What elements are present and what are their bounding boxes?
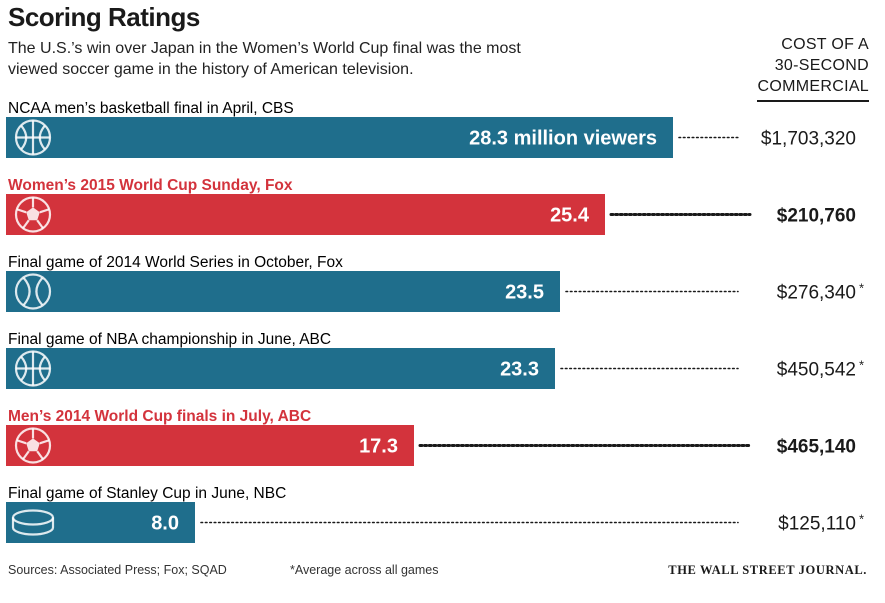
chart-title: Scoring Ratings	[8, 2, 200, 32]
bar	[6, 271, 560, 312]
bar-group: Men’s 2014 World Cup finals in July, ABC…	[6, 408, 856, 466]
bar-group: Women’s 2015 World Cup Sunday, Fox 25.4 $2…	[6, 177, 856, 235]
bar	[6, 348, 555, 389]
cost-header-line-1: COST OF A	[781, 36, 869, 53]
bar-group: Final game of 2014 World Series in Octob…	[6, 254, 864, 312]
category-label: Final game of Stanley Cup in June, NBC	[8, 485, 286, 502]
value-label: 23.3	[500, 359, 539, 381]
category-label: Men’s 2014 World Cup finals in July, ABC	[8, 408, 311, 425]
category-label: Women’s 2015 World Cup Sunday, Fox	[8, 177, 293, 194]
asterisk-mark: *	[859, 512, 864, 527]
bar	[6, 194, 605, 235]
chart-subtitle: The U.S.’s win over Japan in the Women’s…	[8, 40, 521, 78]
cost-label: $125,110	[778, 514, 856, 535]
cost-label: $450,542	[777, 360, 856, 381]
cost-column-header: COST OF A 30-SECOND COMMERCIAL	[669, 34, 869, 102]
cost-label: $1,703,320	[761, 129, 856, 150]
hockey-puck-icon	[11, 509, 55, 536]
cost-header-line-2: 30-SECOND	[774, 57, 869, 74]
bar-group: Final game of NBA championship in June, …	[6, 331, 864, 389]
value-label: 23.5	[505, 282, 544, 304]
cost-label: $210,760	[777, 206, 856, 227]
basketball-icon	[14, 119, 52, 156]
value-label: 25.4	[550, 205, 590, 227]
value-label: 17.3	[359, 436, 398, 458]
asterisk-mark: *	[859, 358, 864, 373]
cost-header-line-3: COMMERCIAL	[757, 78, 869, 95]
bar	[6, 502, 195, 543]
cost-label: $276,340	[777, 283, 856, 304]
category-label: Final game of NBA championship in June, …	[8, 331, 331, 348]
basketball-icon	[14, 350, 52, 387]
bar	[6, 117, 673, 158]
bar-group: NCAA men’s basketball final in April, CB…	[6, 100, 856, 158]
cost-label: $465,140	[777, 437, 856, 458]
baseball-icon	[14, 273, 52, 310]
category-label: Final game of 2014 World Series in Octob…	[8, 254, 343, 271]
bar	[6, 425, 414, 466]
publisher-credit: THE WALL STREET JOURNAL.	[668, 563, 867, 577]
soccer-ball-icon	[14, 196, 52, 233]
bar-group: Final game of Stanley Cup in June, NBC 8.…	[6, 485, 864, 543]
category-label: NCAA men’s basketball final in April, CB…	[8, 100, 294, 117]
asterisk-mark: *	[859, 281, 864, 296]
asterisk-note: *Average across all games	[290, 563, 439, 577]
value-label: 8.0	[151, 513, 179, 535]
soccer-ball-icon	[14, 427, 52, 464]
value-label: 28.3 million viewers	[469, 128, 657, 150]
sources-note: Sources: Associated Press; Fox; SQAD	[8, 563, 227, 577]
